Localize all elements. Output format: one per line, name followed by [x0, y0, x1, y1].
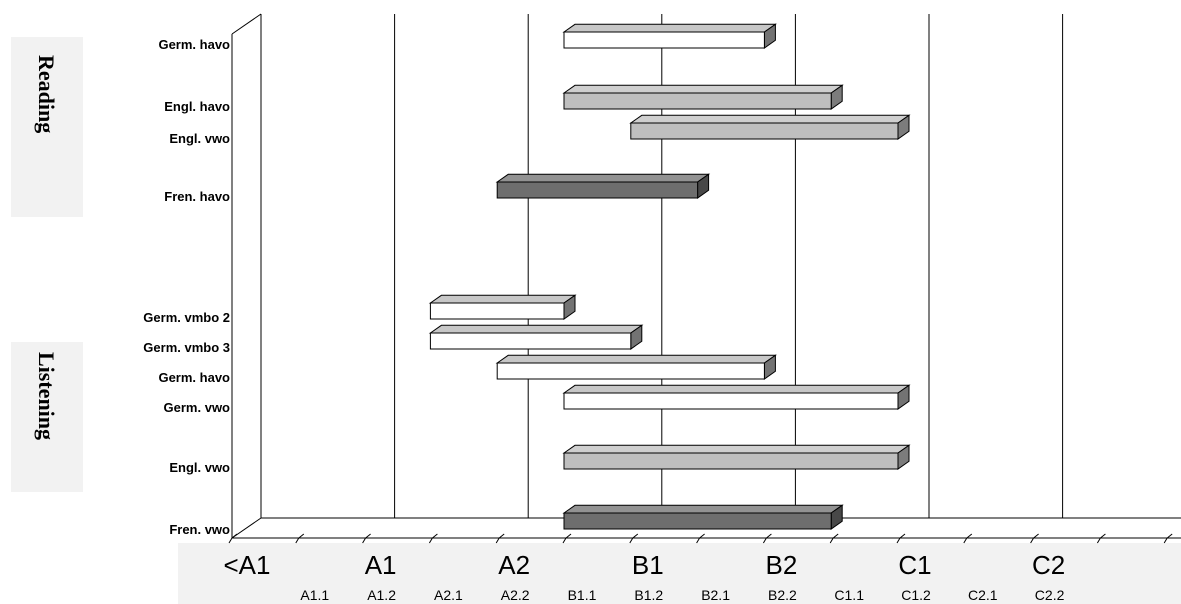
- major-tick-label: B1: [632, 550, 664, 580]
- minor-tick-label: B2.1: [701, 587, 730, 603]
- x-tick: [696, 537, 701, 544]
- row-label: Germ. havo: [158, 370, 230, 385]
- x-axis-band: [178, 543, 1181, 604]
- minor-tick-label: B1.2: [634, 587, 663, 603]
- x-tick: [495, 537, 500, 544]
- minor-tick-label: B1.1: [568, 587, 597, 603]
- group-label-reading: Reading: [34, 55, 59, 134]
- x-tick: [365, 533, 371, 539]
- major-tick-label: B2: [765, 550, 797, 580]
- x-tick: [428, 537, 433, 544]
- minor-tick-label: C1.1: [834, 587, 864, 603]
- major-tick-label: <A1: [224, 550, 271, 580]
- minor-tick-label: A1.1: [300, 587, 329, 603]
- x-tick: [966, 533, 973, 539]
- x-tick: [899, 533, 906, 539]
- minor-tick-label: C1.2: [901, 587, 931, 603]
- minor-tick-label: C2.2: [1035, 587, 1065, 603]
- row-label: Engl. havo: [164, 99, 230, 114]
- x-tick: [1166, 533, 1173, 539]
- bar: [563, 92, 832, 110]
- row-label: Fren. havo: [164, 189, 230, 204]
- group-label-listening: Listening: [34, 352, 59, 441]
- row-label: Germ. havo: [158, 37, 230, 52]
- minor-tick-label: A1.2: [367, 587, 396, 603]
- x-tick: [1096, 537, 1101, 544]
- row-label: Germ. vwo: [164, 400, 231, 415]
- major-tick-label: A2: [498, 550, 530, 580]
- bar-top-face: [562, 23, 777, 33]
- x-tick: [565, 533, 572, 539]
- minor-tick-label: C2.1: [968, 587, 998, 603]
- x-tick: [762, 537, 767, 544]
- reading-panel: [11, 37, 83, 217]
- bar-top-face: [428, 294, 577, 304]
- bar: [429, 302, 565, 320]
- x-tick: [1163, 537, 1168, 544]
- label-layer: Germ. havo Engl. havo Engl. vwo Fren. havo G…: [143, 37, 1065, 603]
- x-tick: [1100, 533, 1106, 539]
- bar: [563, 392, 899, 410]
- row-label: Germ. vmbo 2: [143, 310, 230, 325]
- bar-top-face: [562, 444, 911, 454]
- bar-top-face: [562, 504, 844, 514]
- x-tick: [829, 537, 834, 544]
- x-tick: [632, 533, 639, 539]
- x-tick: [498, 533, 505, 539]
- x-tick: [562, 537, 567, 544]
- bar: [496, 362, 765, 380]
- row-label: Germ. vmbo 3: [143, 340, 230, 355]
- x-tick: [832, 533, 839, 539]
- bar: [429, 332, 632, 350]
- bar-top-face: [495, 173, 711, 183]
- x-tick: [362, 537, 367, 544]
- x-tick: [228, 537, 233, 544]
- x-tick: [1033, 533, 1039, 539]
- x-tick: [295, 537, 300, 544]
- minor-tick-label: A2.1: [434, 587, 463, 603]
- listening-panel: [11, 342, 83, 492]
- bar: [630, 122, 899, 140]
- minor-tick-label: A2.2: [501, 587, 530, 603]
- x-tick: [432, 533, 438, 539]
- major-tick-label: C1: [898, 550, 931, 580]
- bar-top-face: [562, 384, 911, 394]
- row-label: Engl. vwo: [169, 460, 230, 475]
- major-tick-label: C2: [1032, 550, 1065, 580]
- x-tick: [963, 537, 968, 544]
- row-label: Engl. vwo: [169, 131, 230, 146]
- x-tick: [766, 533, 772, 539]
- bar: [496, 181, 699, 199]
- bar-top-face: [495, 354, 777, 364]
- x-tick: [629, 537, 634, 544]
- x-tick: [298, 533, 305, 539]
- bar-layer: [428, 23, 911, 530]
- x-tick: [896, 537, 901, 544]
- x-tick: [1030, 537, 1035, 544]
- bar-top-face: [629, 114, 911, 124]
- minor-tick-label: B2.2: [768, 587, 797, 603]
- bar: [563, 512, 832, 530]
- x-tick: [699, 533, 705, 539]
- bar-top-face: [428, 324, 644, 334]
- wall-top-edge: [231, 13, 262, 35]
- row-label: Fren. vwo: [169, 522, 230, 537]
- bar: [563, 31, 765, 49]
- bar: [563, 452, 899, 470]
- x-tick: [231, 533, 238, 539]
- major-tick-label: A1: [365, 550, 397, 580]
- bar-top-face: [562, 84, 844, 94]
